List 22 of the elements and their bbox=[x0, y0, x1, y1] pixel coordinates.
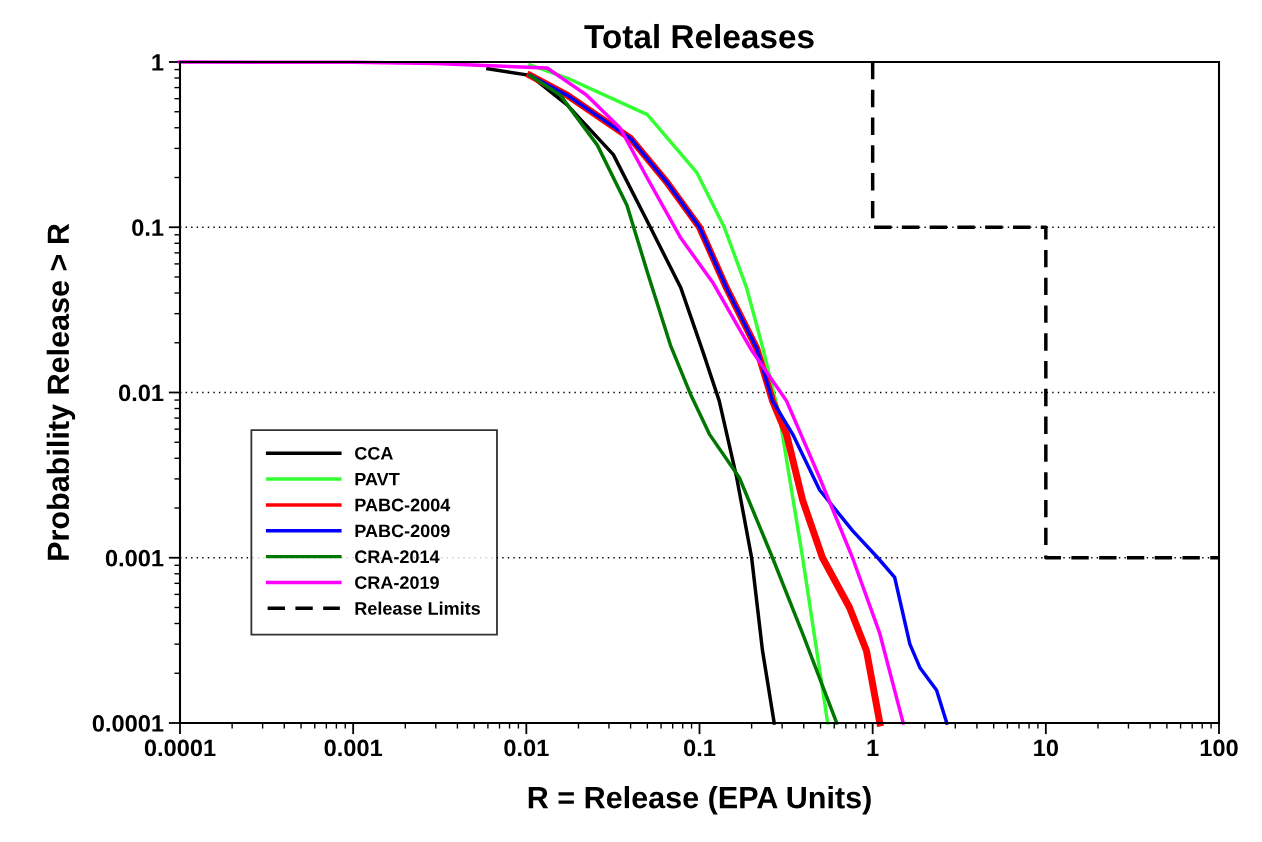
legend-label: PAVT bbox=[355, 472, 400, 486]
x-tick-label: 0.1 bbox=[684, 739, 716, 757]
y-axis-title: Probability Release > R bbox=[46, 223, 76, 560]
legend-label: CCA bbox=[355, 446, 393, 460]
legend-label: CRA-2014 bbox=[355, 550, 440, 564]
x-tick-label: 0.01 bbox=[504, 739, 549, 757]
x-axis-title: R = Release (EPA Units) bbox=[528, 785, 871, 815]
y-tick-label: 0.1 bbox=[132, 219, 164, 237]
chart-title: Total Releases bbox=[584, 23, 814, 49]
x-tick-label: 1 bbox=[867, 739, 879, 757]
legend-label: Release Limits bbox=[355, 601, 480, 615]
x-tick-label: 100 bbox=[1200, 739, 1238, 757]
y-tick-label: 0.001 bbox=[105, 549, 164, 567]
x-tick-label: 0.001 bbox=[324, 739, 383, 757]
y-tick-label: 1 bbox=[152, 54, 164, 71]
y-tick-label: 0.0001 bbox=[92, 715, 164, 732]
legend-label: PABC-2004 bbox=[355, 498, 451, 512]
legend-label: PABC-2009 bbox=[355, 524, 450, 538]
x-tick-label: 10 bbox=[1034, 739, 1058, 757]
legend-label: CRA-2019 bbox=[355, 576, 439, 589]
y-tick-label: 0.01 bbox=[119, 384, 164, 402]
x-tick-label: 0.0001 bbox=[144, 739, 216, 757]
